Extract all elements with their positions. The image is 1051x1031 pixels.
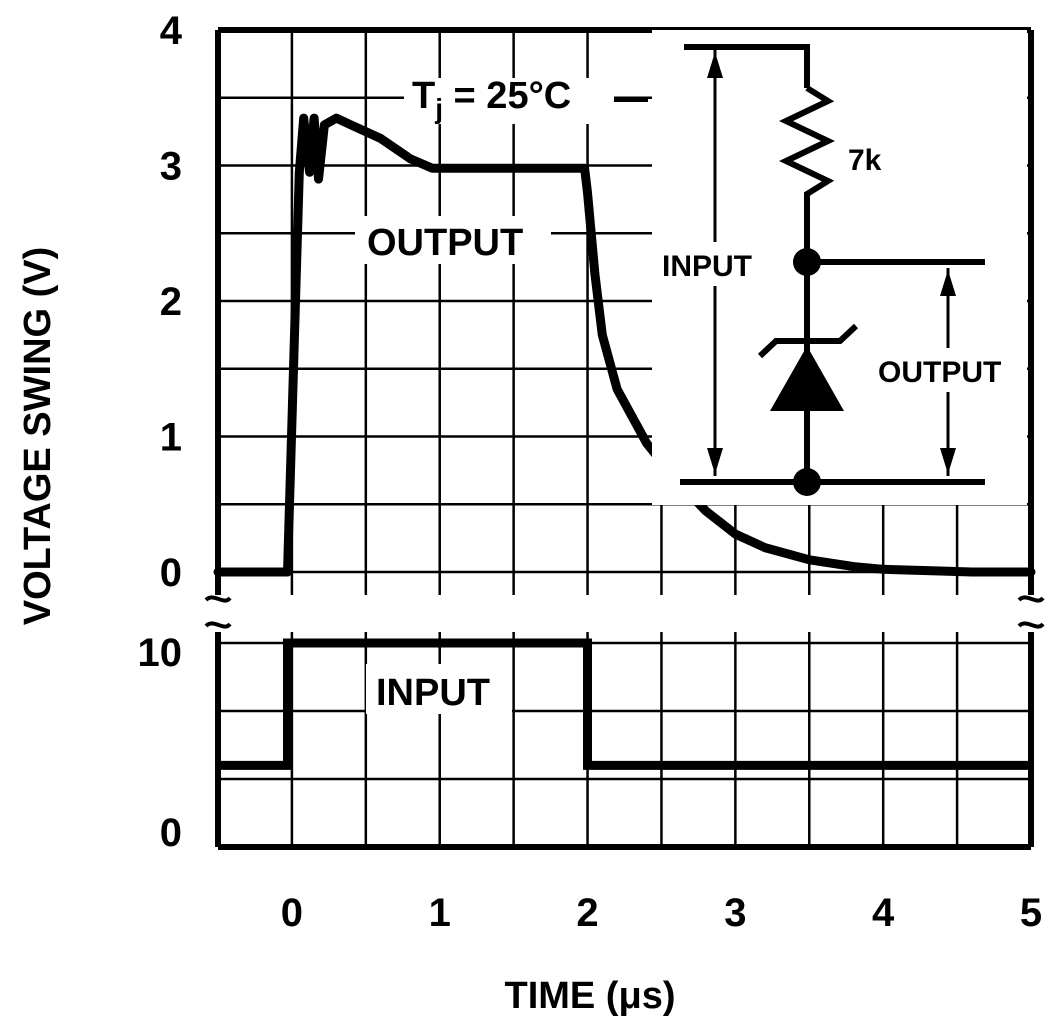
input-series-line <box>218 638 1031 770</box>
circuit-inset: INPUT OUTPUT 7k <box>652 30 1027 505</box>
input-label-bg <box>366 664 512 714</box>
y-tick-label: 2 <box>160 280 182 324</box>
x-tick-label: 1 <box>429 891 451 935</box>
circuit-node-ground <box>793 468 821 496</box>
arrow-down-icon <box>707 448 723 474</box>
axis-break-right <box>1017 595 1045 629</box>
circuit-input-label: INPUT <box>662 250 752 283</box>
x-tick-label: 4 <box>872 891 895 935</box>
circuit-node-output <box>793 248 821 276</box>
circuit-input-label-bg <box>656 242 774 286</box>
x-tick-label: 0 <box>281 891 303 935</box>
output-label-bg <box>355 216 551 264</box>
output-y-tick-labels: 0 1 2 3 4 <box>160 9 183 595</box>
arrow-down-icon <box>940 448 956 474</box>
circuit-top-wire <box>684 44 810 88</box>
input-y-tick-labels: 0 10 <box>138 631 183 855</box>
x-tick-label: 3 <box>724 891 746 935</box>
arrow-up-icon <box>940 270 956 296</box>
resistor-value-label: 7k <box>848 144 882 177</box>
x-tick-label: 2 <box>576 891 598 935</box>
x-axis-title: TIME (μs) <box>504 975 675 1017</box>
plot-frame <box>215 27 1034 850</box>
zener-cathode-bar <box>757 323 859 359</box>
x-tick-labels: 0 1 2 3 4 5 <box>281 891 1042 935</box>
input-series-label: INPUT <box>376 672 490 714</box>
tj-annotation: Tj = 25°C <box>412 75 571 124</box>
output-series-line <box>213 113 1036 577</box>
arrow-up-icon <box>707 52 723 78</box>
resistor-7k <box>779 85 835 262</box>
y-tick-label: 0 <box>160 811 182 855</box>
y-axis-title: VOLTAGE SWING (V) <box>17 247 59 626</box>
y-tick-label: 1 <box>160 416 182 460</box>
y-tick-label: 3 <box>160 145 182 189</box>
circuit-output-label: OUTPUT <box>878 356 1001 389</box>
circuit-output-label-bg <box>872 348 1022 392</box>
y-tick-label: 10 <box>138 631 183 675</box>
y-tick-label: 4 <box>160 9 183 53</box>
x-tick-label: 5 <box>1020 891 1042 935</box>
zener-diode-icon <box>770 346 844 411</box>
tj-label-bg <box>404 78 614 124</box>
output-series-label: OUTPUT <box>367 222 523 264</box>
axis-break-left <box>204 595 232 629</box>
y-tick-label: 0 <box>160 551 182 595</box>
